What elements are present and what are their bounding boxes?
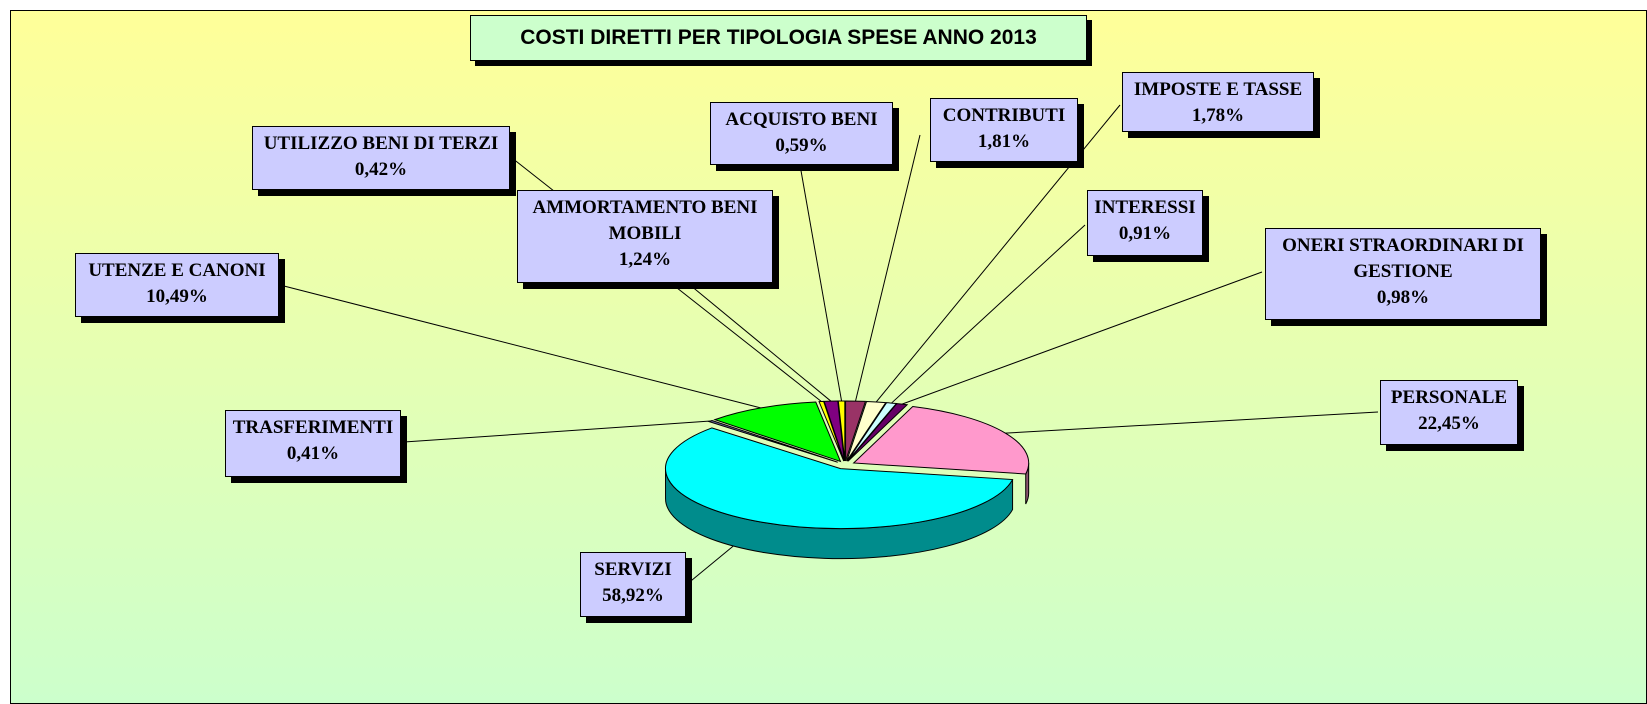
category-label: UTENZE E CANONI bbox=[88, 260, 266, 281]
category-label: CONTRIBUTI bbox=[942, 105, 1066, 126]
value-label: 0,91% bbox=[1118, 223, 1172, 244]
pie-slice bbox=[837, 400, 846, 462]
data-label: INTERESSI 0,91% bbox=[1087, 190, 1203, 256]
leader-line bbox=[1005, 411, 1379, 434]
leader-line bbox=[891, 224, 1086, 404]
value-label: 58,92% bbox=[602, 585, 664, 606]
value-label: 10,49% bbox=[146, 286, 208, 307]
category-label: AMMORTAMENTO BENI MOBILI bbox=[532, 197, 758, 244]
data-label: ACQUISTO BENI 0,59% bbox=[710, 102, 893, 165]
category-label: ACQUISTO BENI bbox=[725, 109, 878, 130]
leader-line bbox=[901, 271, 1263, 405]
data-label: PERSONALE 22,45% bbox=[1380, 380, 1518, 445]
value-label: 22,45% bbox=[1418, 413, 1480, 434]
data-label: UTILIZZO BENI DI TERZI 0,42% bbox=[252, 126, 510, 190]
value-label: 1,81% bbox=[977, 131, 1031, 152]
category-label: UTILIZZO BENI DI TERZI bbox=[263, 133, 499, 154]
value-label: 1,24% bbox=[618, 249, 672, 270]
value-label: 0,98% bbox=[1376, 287, 1430, 308]
pie-slice bbox=[852, 406, 1030, 475]
pie-slice bbox=[707, 419, 838, 463]
data-label: ONERI STRAORDINARI DI GESTIONE 0,98% bbox=[1265, 228, 1541, 320]
leader-line bbox=[403, 420, 711, 443]
leader-line bbox=[279, 284, 762, 409]
pie-slice bbox=[665, 427, 1014, 530]
pie-slice bbox=[818, 400, 845, 462]
category-label: INTERESSI bbox=[1094, 197, 1196, 218]
category-label: ONERI STRAORDINARI DI GESTIONE bbox=[1282, 235, 1524, 282]
value-label: 0,59% bbox=[775, 135, 828, 156]
data-label: IMPOSTE E TASSE 1,78% bbox=[1122, 72, 1314, 132]
pie-slice bbox=[845, 400, 867, 462]
pie-slice bbox=[713, 401, 842, 463]
category-label: IMPOSTE E TASSE bbox=[1133, 79, 1303, 100]
pie-slice bbox=[847, 403, 909, 462]
data-label: SERVIZI 58,92% bbox=[580, 552, 686, 617]
chart-title: COSTI DIRETTI PER TIPOLOGIA SPESE ANNO 2… bbox=[470, 15, 1087, 61]
data-label: TRASFERIMENTI 0,41% bbox=[225, 410, 401, 477]
data-label: UTENZE E CANONI 10,49% bbox=[75, 253, 279, 317]
data-label: CONTRIBUTI 1,81% bbox=[930, 98, 1078, 162]
pie-slice bbox=[823, 400, 845, 462]
category-label: TRASFERIMENTI bbox=[232, 417, 394, 438]
leader-line bbox=[875, 104, 1121, 403]
value-label: 1,78% bbox=[1191, 105, 1245, 126]
value-label: 0,41% bbox=[286, 443, 340, 464]
category-label: PERSONALE bbox=[1390, 387, 1508, 408]
leader-line bbox=[855, 134, 921, 402]
category-label: SERVIZI bbox=[594, 559, 672, 580]
pie-slice bbox=[846, 400, 887, 462]
leader-line bbox=[689, 284, 832, 402]
data-label: AMMORTAMENTO BENI MOBILI 1,24% bbox=[517, 190, 773, 283]
value-label: 0,42% bbox=[354, 159, 408, 180]
leader-line bbox=[799, 164, 843, 402]
